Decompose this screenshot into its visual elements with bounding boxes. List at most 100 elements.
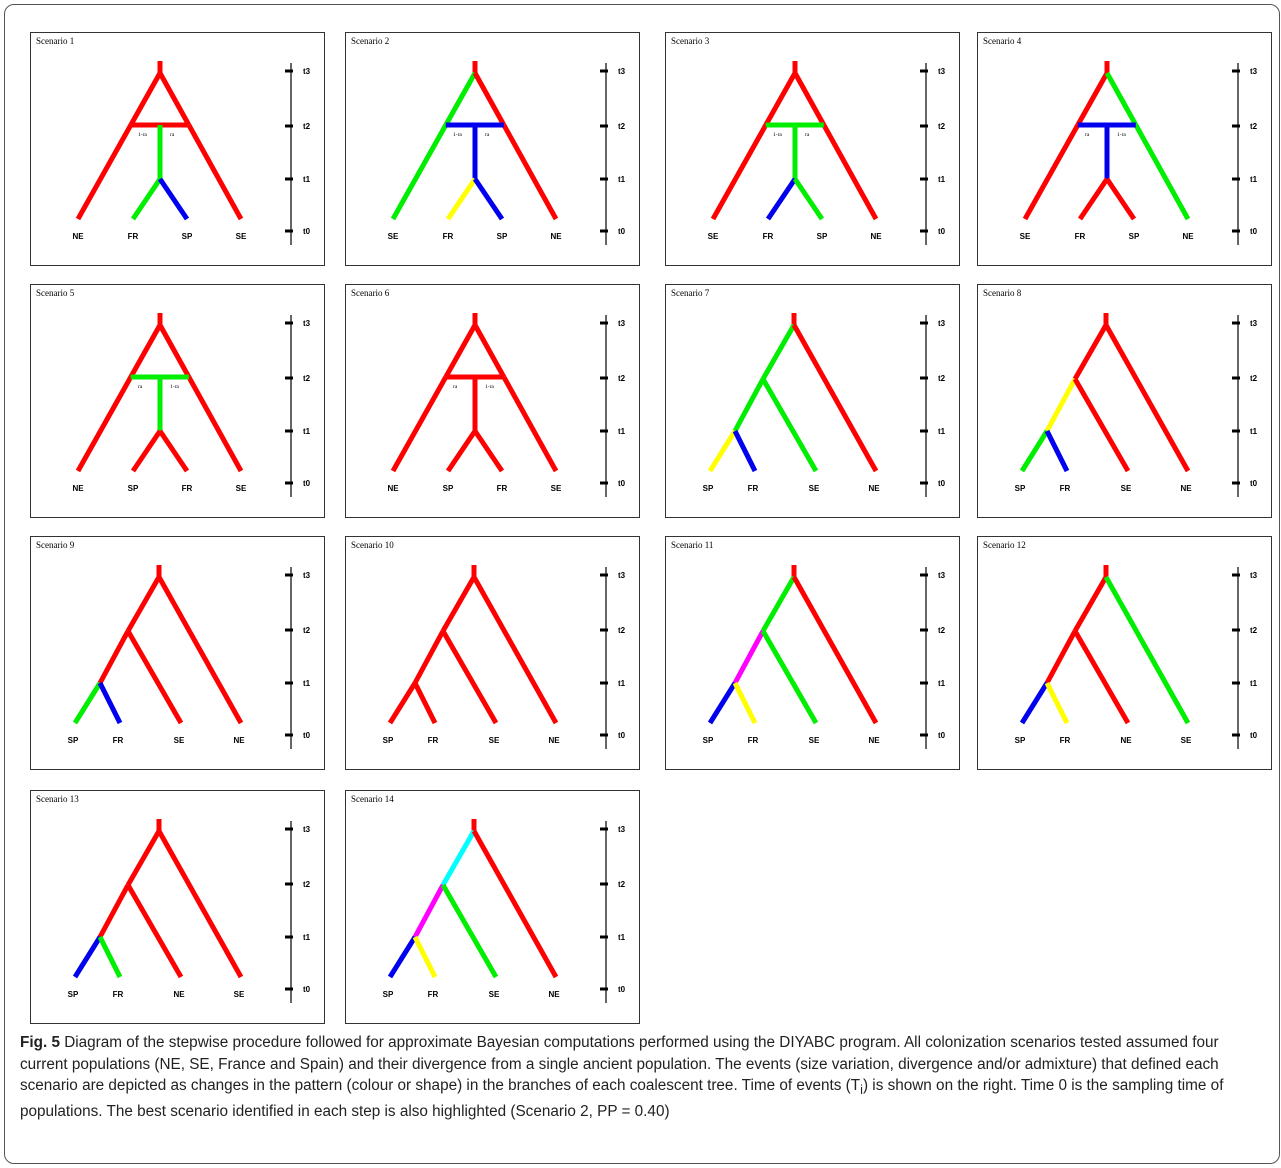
branch [1019,681,1050,725]
scenario-panel: Scenario 11 t3 t2 t1 t0 SP FR SE NE [665,536,960,770]
scenario-title: Scenario 11 [671,540,714,550]
population-label: NE [548,990,560,999]
scenario-panel: Scenario 2 t3 t2 t1 t0 1-ra ra SE FR SP NE [345,32,640,266]
coalescent-tree-svg: t3 t2 t1 t0 SP FR NE SE [68,819,311,1003]
time-label: t3 [938,319,946,328]
admixture-rate-label: ra [1085,132,1090,138]
population-label: FR [1060,484,1071,493]
population-label: SP [703,484,714,493]
population-label: SE [708,232,719,241]
population-label: FR [113,990,124,999]
population-label: SE [1020,232,1031,241]
coalescent-tree-svg: t3 t2 t1 t0 1-ra ra SE FR SP NE [708,61,946,245]
population-label: FR [128,232,139,241]
scenario-title: Scenario 12 [983,540,1026,550]
branch [760,629,819,725]
population-label: FR [748,484,759,493]
branch [75,123,133,221]
time-label: t3 [618,571,626,580]
time-label: t2 [303,122,311,131]
time-label: t2 [618,122,626,131]
time-label: t2 [303,374,311,383]
branch [765,177,798,221]
scenario-panel: Scenario 8 t3 t2 t1 t0 SP FR SE NE [977,284,1272,518]
population-label: NE [868,736,880,745]
population-label: FR [1060,736,1071,745]
branch [156,575,244,725]
population-label: SP [68,990,79,999]
population-label: NE [1180,484,1192,493]
time-label: t3 [618,67,626,76]
admixture-rate-label: 1-ra [170,384,179,390]
time-label: t0 [303,985,311,994]
scenario-panel: Scenario 12 t3 t2 t1 t0 SP FR NE SE [977,536,1272,770]
branch [387,681,418,725]
branch [72,681,103,725]
time-label: t2 [938,374,946,383]
scenario-title: Scenario 14 [351,794,394,804]
time-label: t3 [618,825,626,834]
time-label: t1 [1250,427,1258,436]
branch [1044,377,1078,433]
scenario-panel: Scenario 3 t3 t2 t1 t0 1-ra ra SE FR SP NE [665,32,960,266]
branch [440,829,477,887]
branch [501,375,559,473]
branch [125,883,184,979]
branch [792,71,827,127]
branch [1022,123,1080,221]
caption-subscript: i [860,1082,863,1098]
branch [157,429,190,473]
branch [128,71,163,127]
population-label: SE [809,736,820,745]
scenario-title: Scenario 9 [36,540,75,550]
branch [792,177,825,221]
coalescent-tree-svg: t3 t2 t1 t0 SP FR SE NE [703,313,946,497]
branch [1072,377,1131,473]
scenario-title: Scenario 7 [671,288,710,298]
population-label: SP [1015,736,1026,745]
branch [1072,629,1131,725]
branch [390,375,448,473]
coalescent-tree-svg: t3 t2 t1 t0 SP FR NE SE [1015,565,1258,749]
population-label: SP [128,484,139,493]
branch [707,429,738,473]
time-label: t3 [303,319,311,328]
population-label: SP [68,736,79,745]
scenario-title: Scenario 6 [351,288,390,298]
branch [97,681,123,725]
branch [412,681,438,725]
branch [1103,323,1191,473]
scenario-panel: Scenario 7 t3 t2 t1 t0 SP FR SE NE [665,284,960,518]
branch [412,935,438,979]
coalescent-tree-svg: t3 t2 t1 t0 SP FR SE NE [703,565,946,749]
population-label: SP [1129,232,1140,241]
branch [732,681,758,725]
coalescent-tree-svg: t3 t2 t1 t0 ra 1-ra NE SP FR SE [72,313,311,497]
branch [1104,71,1139,127]
admixture-rate-label: 1-ra [453,132,462,138]
branch [1075,71,1110,127]
population-label: SP [817,232,828,241]
time-label: t2 [1250,122,1258,131]
time-label: t0 [618,227,626,236]
branch [128,323,163,379]
caption-text-post: ) is shown on the right. Time 0 is the s… [20,1077,1224,1120]
branch [445,429,478,473]
population-label: SP [383,990,394,999]
time-label: t3 [1250,319,1258,328]
population-label: NE [387,484,399,493]
time-label: t0 [1250,479,1258,488]
branch [763,71,798,127]
population-label: SP [443,484,454,493]
coalescent-tree-svg: t3 t2 t1 t0 SP FR SE NE [68,565,311,749]
branch [1133,123,1191,221]
scenario-panel: Scenario 6 t3 t2 t1 t0 ra 1-ra NE SP FR SE [345,284,640,518]
time-label: t1 [938,427,946,436]
scenario-title: Scenario 2 [351,36,390,46]
branch [125,829,162,887]
time-label: t1 [303,427,311,436]
population-label: SE [174,736,185,745]
branch [125,575,162,633]
admixture-rate-label: ra [138,384,143,390]
population-label: NE [72,232,84,241]
